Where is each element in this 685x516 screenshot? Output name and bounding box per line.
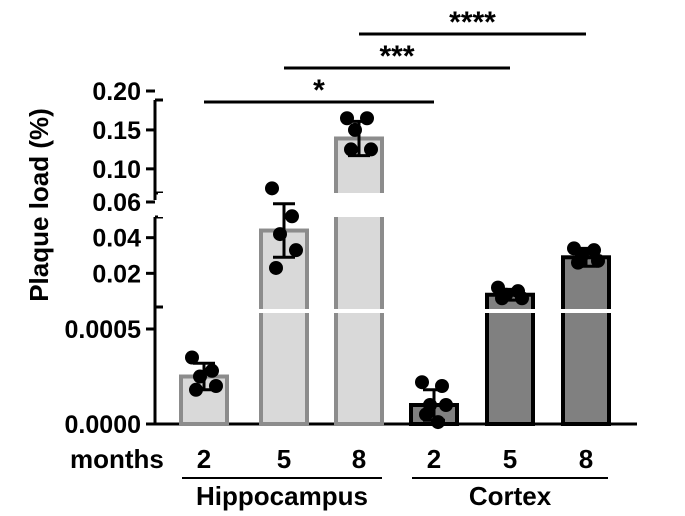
group-label: Hippocampus — [196, 481, 368, 511]
data-point — [285, 209, 299, 224]
data-point — [348, 122, 362, 137]
data-point — [495, 291, 509, 306]
bar — [259, 228, 309, 426]
data-point — [364, 142, 378, 157]
x-tick-label: 5 — [503, 444, 517, 474]
y-tick-label: 0.02 — [92, 260, 141, 288]
significance-label: * — [313, 74, 325, 107]
data-point — [587, 243, 601, 258]
y-tick-label: 0.15 — [92, 117, 141, 145]
bar — [485, 292, 535, 426]
data-point — [273, 227, 287, 242]
data-point — [265, 181, 279, 196]
data-point — [193, 369, 207, 384]
data-point — [340, 111, 354, 126]
data-point — [431, 415, 445, 430]
data-point — [515, 291, 529, 306]
data-point — [415, 375, 429, 390]
y-tick-label: 0.04 — [92, 225, 141, 253]
x-prefix-label: months — [70, 444, 164, 474]
data-point — [289, 243, 303, 258]
x-tick-label: 2 — [427, 444, 441, 474]
data-point — [269, 260, 283, 275]
data-point — [205, 363, 219, 378]
x-tick-label: 8 — [579, 444, 593, 474]
x-tick-label: 2 — [197, 444, 211, 474]
data-point — [591, 253, 605, 268]
significance-label: **** — [449, 6, 496, 39]
y-tick-label: 0.0005 — [65, 316, 142, 344]
axis-break-band — [158, 193, 640, 217]
data-point — [344, 142, 358, 157]
data-point — [419, 407, 433, 422]
x-tick-label: 8 — [352, 444, 366, 474]
y-tick-label: 0.10 — [92, 156, 141, 184]
y-tick-label: 0.0000 — [65, 411, 141, 439]
y-tick-label: 0.20 — [92, 78, 141, 106]
group-label: Cortex — [469, 481, 552, 511]
axis-break-band — [158, 309, 640, 313]
data-point — [435, 379, 449, 393]
y-tick-label: 0.06 — [92, 189, 141, 217]
data-point — [439, 398, 453, 412]
bar — [561, 255, 611, 426]
data-point — [571, 255, 585, 270]
x-tick-label: 5 — [277, 444, 291, 474]
y-axis-label: Plaque load (%) — [24, 108, 54, 302]
significance-label: *** — [379, 40, 414, 73]
data-point — [189, 382, 203, 397]
data-point — [185, 350, 199, 365]
data-point — [360, 111, 374, 126]
bar — [334, 136, 384, 426]
data-point — [209, 379, 223, 393]
